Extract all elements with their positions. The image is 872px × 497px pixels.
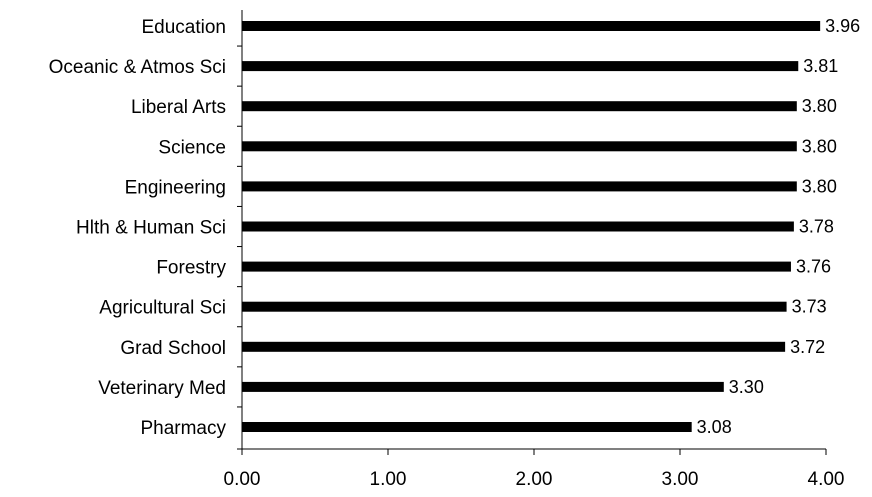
x-tick-label: 4.00 bbox=[808, 469, 845, 490]
bar-series bbox=[242, 21, 821, 432]
x-tick-label: 2.00 bbox=[516, 469, 553, 490]
bar bbox=[242, 181, 797, 192]
value-label: 3.80 bbox=[802, 176, 837, 196]
bar bbox=[242, 61, 799, 72]
bar bbox=[242, 301, 787, 312]
category-label: Agricultural Sci bbox=[99, 298, 226, 319]
bar bbox=[242, 341, 786, 352]
category-label: Grad School bbox=[120, 338, 226, 359]
value-label: 3.80 bbox=[802, 136, 837, 156]
value-labels: 3.96 3.81 3.80 3.80 3.80 3.78 3.76 3.73 3.72 3.30… bbox=[697, 16, 861, 437]
value-label: 3.08 bbox=[697, 417, 732, 437]
category-labels: Education Oceanic & Atmos Sci Liberal Arts… bbox=[49, 17, 227, 439]
category-label: Science bbox=[158, 137, 226, 158]
bar bbox=[242, 21, 821, 31]
bar bbox=[242, 381, 724, 392]
category-label: Oceanic & Atmos Sci bbox=[49, 57, 226, 78]
value-label: 3.76 bbox=[796, 257, 831, 277]
category-label: Hlth & Human Sci bbox=[76, 218, 226, 239]
x-tick-label: 0.00 bbox=[224, 469, 261, 490]
bar bbox=[242, 221, 794, 232]
x-tick-label: 1.00 bbox=[370, 469, 407, 490]
bar bbox=[242, 422, 692, 432]
value-label: 3.73 bbox=[792, 297, 827, 317]
value-label: 3.72 bbox=[790, 337, 825, 357]
value-label: 3.78 bbox=[799, 217, 834, 237]
category-label: Pharmacy bbox=[140, 418, 226, 439]
bar bbox=[242, 261, 791, 272]
x-axis-ticks: 0.00 1.00 2.00 3.00 4.00 bbox=[224, 449, 845, 490]
category-label: Education bbox=[141, 17, 226, 38]
value-label: 3.80 bbox=[802, 96, 837, 116]
bar bbox=[242, 141, 797, 152]
x-tick-label: 3.00 bbox=[662, 469, 699, 490]
value-label: 3.81 bbox=[803, 56, 838, 76]
category-label: Veterinary Med bbox=[98, 378, 226, 399]
value-label: 3.30 bbox=[729, 377, 764, 397]
value-label: 3.96 bbox=[825, 16, 860, 36]
bar bbox=[242, 101, 797, 112]
category-label: Forestry bbox=[156, 258, 226, 279]
category-label: Liberal Arts bbox=[131, 97, 226, 118]
category-label: Engineering bbox=[125, 177, 226, 198]
